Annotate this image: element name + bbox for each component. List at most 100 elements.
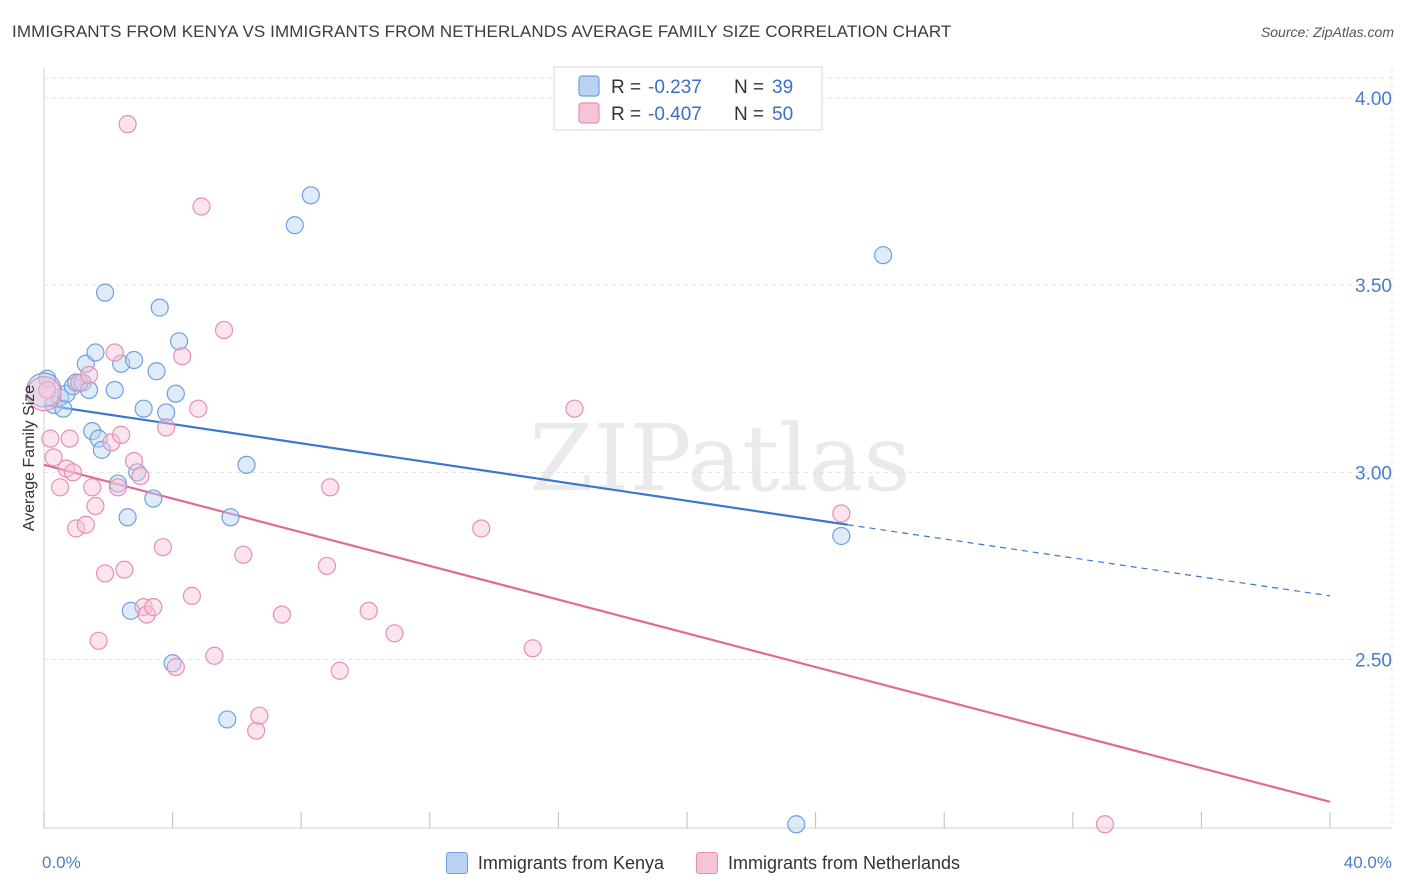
y-tick-label-0: 2.50	[1355, 651, 1392, 672]
point-1-40	[321, 478, 340, 497]
point-1-28	[166, 657, 185, 677]
point-1-36	[247, 721, 266, 740]
legend-swatch-netherlands	[695, 852, 718, 874]
point-1-21	[124, 452, 144, 471]
trend-line-0	[43, 403, 848, 526]
point-0-15	[105, 380, 124, 400]
point-0-3	[54, 399, 73, 418]
point-1-33	[205, 646, 224, 665]
point-1-44	[472, 519, 491, 538]
point-1-22	[131, 466, 150, 486]
legend-label-netherlands: Immigrants from Netherlands	[727, 852, 961, 873]
point-1-9	[76, 515, 95, 534]
point-0-9	[79, 380, 99, 400]
series-legend: Immigrants from Kenya Immigrants from Ne…	[0, 852, 1406, 874]
point-0-29	[169, 332, 189, 351]
stats-swatch-0	[578, 75, 600, 97]
trend-extension-0	[847, 524, 1331, 597]
x-tick-labels: 0.0% 40.0%	[42, 853, 1392, 872]
point-1-6	[63, 463, 83, 482]
stats-n-label-1: N =	[734, 104, 764, 125]
trend-line-1	[43, 463, 1331, 803]
point-0-18	[118, 508, 137, 527]
stats-r-value-0: -0.237	[648, 77, 702, 98]
axes	[43, 68, 1392, 829]
point-1-7	[67, 519, 86, 538]
y-tick-label-1: 3.00	[1355, 463, 1392, 484]
point-1-1	[41, 429, 60, 448]
y-tick-label-3: 4.00	[1355, 89, 1392, 110]
point-1-17	[108, 478, 128, 497]
point-1-46	[565, 399, 584, 418]
point-0-37	[874, 246, 893, 265]
point-0-10	[83, 422, 102, 441]
point-1-16	[105, 343, 124, 362]
point-0-11	[86, 343, 105, 362]
point-1-47	[832, 504, 851, 523]
stats-n-value-1: 50	[772, 104, 793, 125]
source-label: Source: ZipAtlas.com	[1260, 24, 1394, 40]
point-1-3	[50, 478, 70, 497]
point-0-13	[92, 440, 111, 459]
point-1-49	[26, 376, 62, 412]
point-1-30	[182, 586, 201, 605]
point-1-11	[83, 478, 102, 497]
point-1-12	[86, 496, 105, 516]
point-0-31	[221, 508, 240, 527]
stats-r-value-1: -0.407	[648, 104, 702, 125]
point-1-39	[317, 556, 337, 576]
point-1-5	[60, 429, 79, 448]
point-1-20	[118, 115, 137, 134]
point-1-31	[189, 399, 208, 418]
point-1-35	[234, 545, 253, 564]
stats-legend: R = -0.237 N = 39 R = -0.407 N = 50	[553, 66, 823, 131]
point-1-8	[70, 373, 89, 392]
point-0-33	[285, 216, 304, 235]
point-1-13	[89, 631, 108, 650]
point-0-20	[124, 350, 144, 370]
point-0-35	[787, 815, 806, 834]
point-1-32	[192, 197, 211, 216]
point-1-48	[1095, 815, 1115, 834]
trend-lines	[43, 403, 1331, 803]
point-1-10	[79, 365, 99, 385]
point-1-15	[102, 433, 121, 452]
stats-n-value-0: 39	[772, 77, 793, 98]
point-0-34	[301, 186, 320, 205]
point-1-19	[115, 560, 134, 579]
y-tick-label-2: 3.50	[1355, 276, 1392, 297]
point-0-22	[134, 399, 153, 418]
point-1-27	[157, 418, 176, 437]
point-1-26	[153, 538, 173, 557]
point-0-32	[237, 455, 256, 474]
point-0-14	[95, 283, 115, 302]
point-0-23	[144, 489, 163, 508]
y-axis-label: Average Family Size	[21, 385, 38, 532]
x-tick-label-0: 0.0%	[42, 853, 81, 872]
legend-item-netherlands: Immigrants from Netherlands	[695, 852, 961, 874]
data-points	[26, 115, 1115, 834]
legend-item-kenya: Immigrants from Kenya	[445, 852, 664, 874]
point-1-25	[144, 598, 163, 617]
point-1-45	[523, 639, 542, 658]
point-1-41	[330, 661, 349, 680]
point-1-2	[44, 448, 63, 467]
point-1-14	[95, 564, 115, 583]
point-0-25	[150, 298, 169, 317]
legend-swatch-kenya	[445, 852, 468, 874]
point-1-34	[214, 320, 234, 340]
point-1-0	[38, 380, 57, 400]
chart-title: IMMIGRANTS FROM KENYA VS IMMIGRANTS FROM…	[12, 22, 952, 41]
point-0-28	[166, 384, 185, 403]
stats-n-label-0: N =	[734, 77, 764, 98]
y-tick-labels: 2.50 3.00 3.50 4.00	[1355, 89, 1392, 672]
point-1-43	[385, 624, 404, 643]
point-1-18	[112, 425, 131, 444]
point-1-24	[137, 605, 156, 624]
point-1-42	[359, 601, 378, 620]
point-1-29	[173, 347, 192, 366]
legend-label-kenya: Immigrants from Kenya	[477, 852, 664, 873]
point-0-36	[832, 526, 851, 546]
point-1-38	[272, 605, 292, 624]
